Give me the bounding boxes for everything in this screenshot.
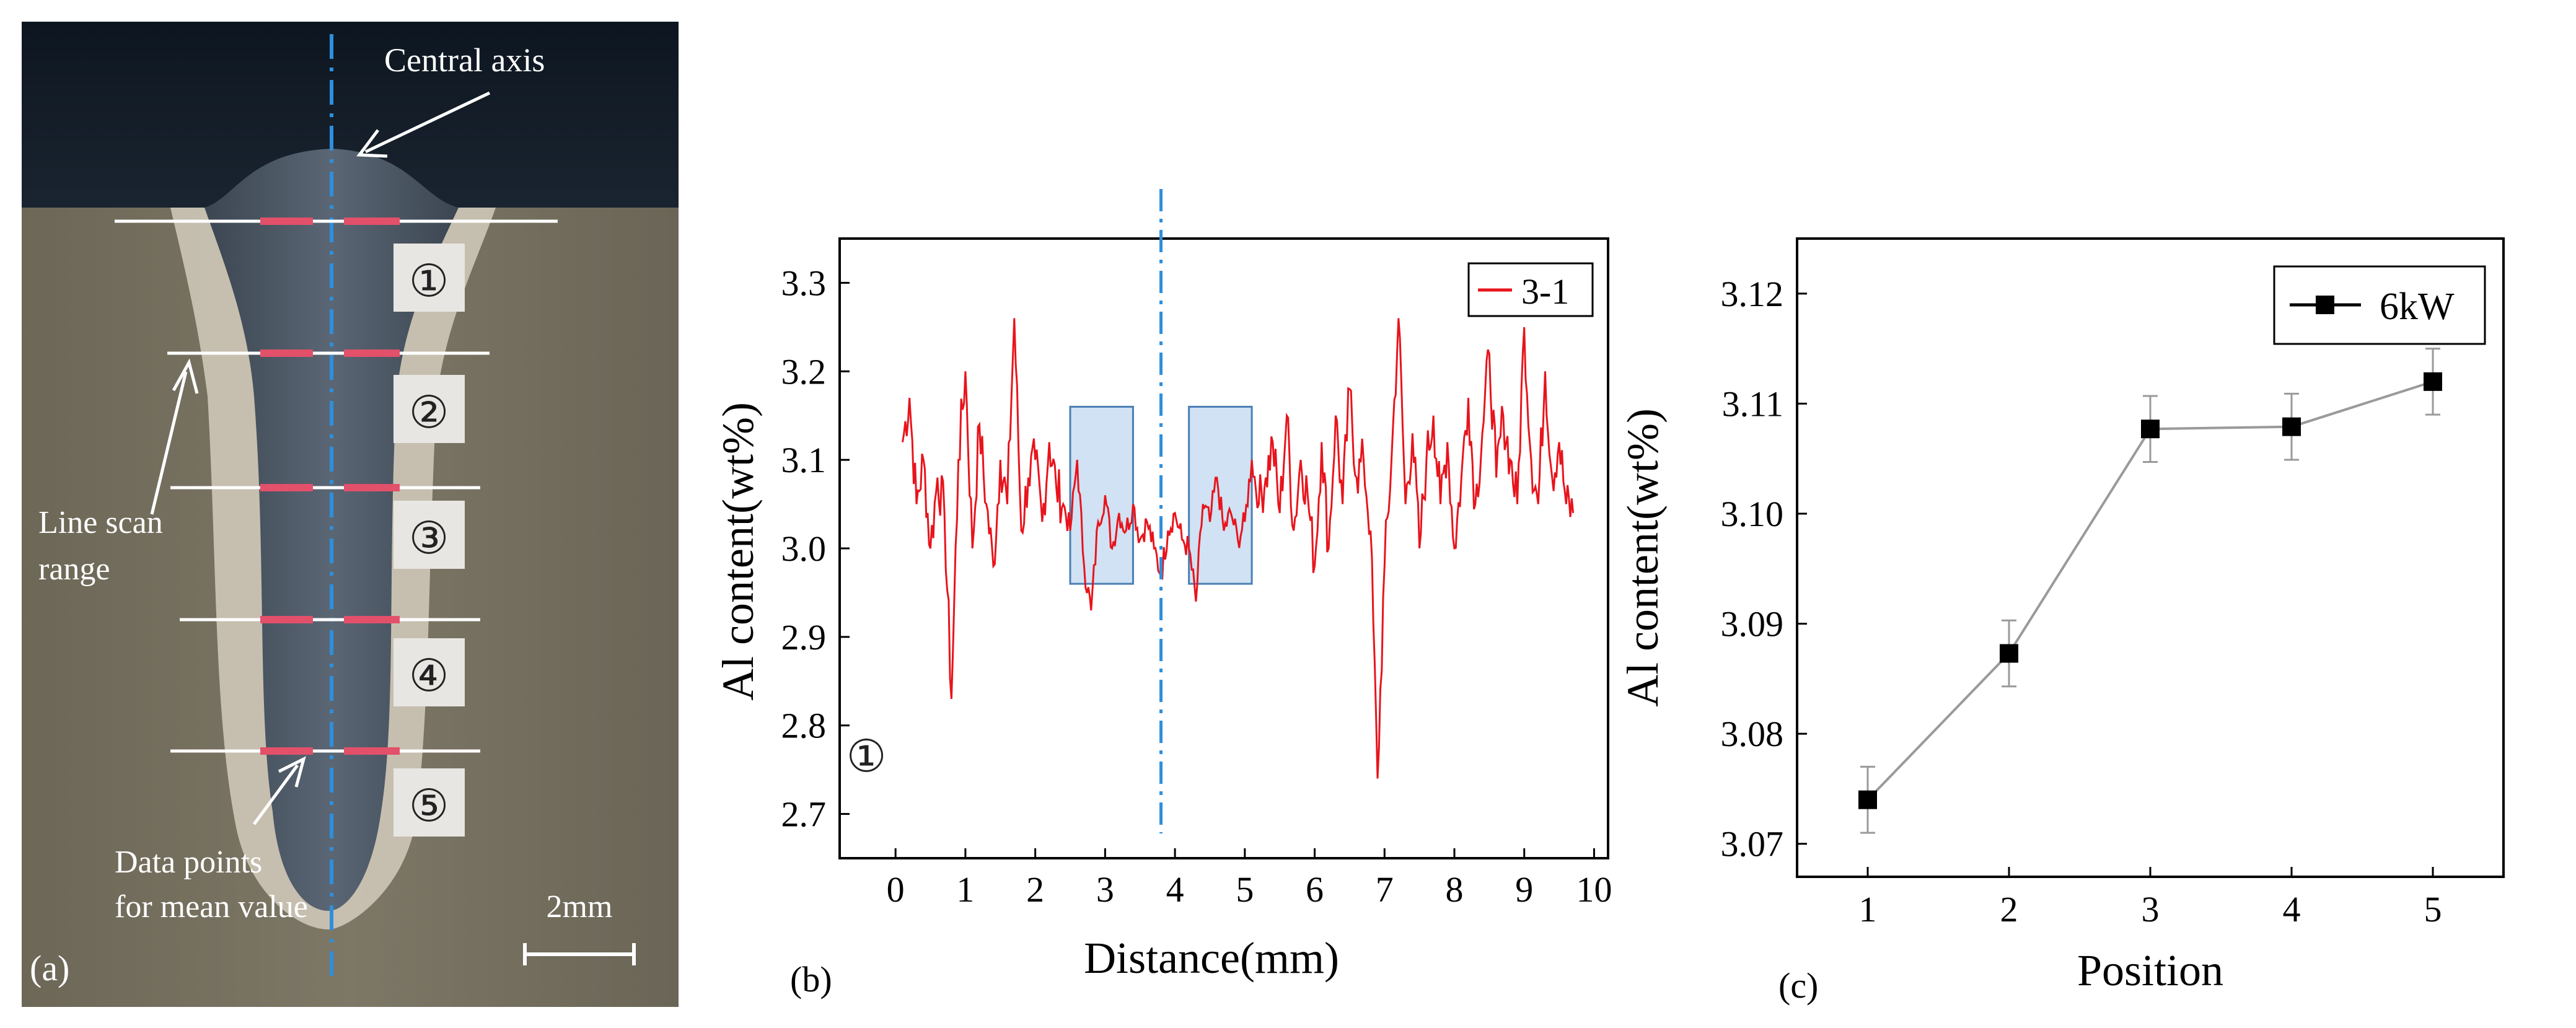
panel-b-xtick-label: 8 xyxy=(1446,869,1464,910)
data-points-label-1: Data points xyxy=(115,845,262,880)
line-scan-label-1: Line scan xyxy=(38,505,163,540)
position-boxes: ① ② ③ ④ ⑤ xyxy=(393,244,465,837)
panel-c-point xyxy=(2424,372,2442,391)
central-axis-label: Central axis xyxy=(384,42,545,79)
panel-c-xlabel: Position xyxy=(2077,946,2223,995)
panel-c-chart: 1 2 3 4 5 3.07 3.08 3.09 3.10 3.11 3.12 Position A… xyxy=(1618,237,2505,1006)
panel-c-legend-label: 6kW xyxy=(2380,286,2455,328)
panel-c-xtick-label: 1 xyxy=(1859,889,1877,929)
panel-c-point xyxy=(2141,420,2160,439)
panel-a: ① ② ③ ④ ⑤ Central axis Line scan range D… xyxy=(22,22,679,1007)
panel-c-ytick-label: 3.12 xyxy=(1721,274,1784,314)
arrows xyxy=(150,91,491,825)
line-scan-lines xyxy=(115,219,558,753)
panel-b-xtick-label: 2 xyxy=(1026,869,1044,910)
panel-b-xtick-label: 4 xyxy=(1166,869,1184,910)
scale-bar-label: 2mm xyxy=(547,889,613,925)
panel-b-xtick-label: 10 xyxy=(1576,869,1612,910)
panel-b-xtick-label: 6 xyxy=(1306,869,1324,910)
data-points-label-2: for mean value xyxy=(115,889,308,925)
panel-c-ytick-label: 3.10 xyxy=(1721,494,1784,534)
panel-b-xtick-label: 5 xyxy=(1236,869,1254,910)
panel-b-xtick-label: 3 xyxy=(1096,869,1114,910)
panel-c-axes: 1 2 3 4 5 3.07 3.08 3.09 3.10 3.11 3.12 xyxy=(1721,274,2442,929)
position-2-label: ② xyxy=(409,388,449,437)
panel-b-series-3-1 xyxy=(902,318,1575,779)
panel-c-xtick-label: 4 xyxy=(2283,889,2301,929)
position-3-label: ③ xyxy=(409,514,449,563)
panel-c-xtick-label: 3 xyxy=(2142,889,2160,929)
panel-b-ytick-label: 3.1 xyxy=(781,440,827,480)
panel-c-label: (c) xyxy=(1778,965,1818,1006)
panel-c-ylabel: Al content(wt%) xyxy=(1618,408,1668,707)
panel-b-ytick-label: 2.9 xyxy=(781,617,827,657)
panel-a-label: (a) xyxy=(30,948,69,988)
panel-b-xtick-label: 9 xyxy=(1515,869,1533,910)
panel-c-point xyxy=(2282,417,2301,436)
position-5-label: ⑤ xyxy=(409,781,449,831)
panel-c-ytick-label: 3.11 xyxy=(1722,384,1783,424)
panel-b-ytick-label: 3.2 xyxy=(781,351,827,392)
panel-b-marks xyxy=(902,189,1575,833)
line-scan-label-2: range xyxy=(38,551,110,587)
panel-c-point xyxy=(2000,644,2018,663)
panel-c-marks xyxy=(1858,348,2442,834)
panel-b-ytick-label: 2.8 xyxy=(781,706,827,746)
panel-c-legend-marker xyxy=(2316,296,2334,314)
position-4-label: ④ xyxy=(409,651,449,701)
panel-b-ytick-label: 3.0 xyxy=(781,529,827,569)
panel-b-axes: 0 1 2 3 4 5 6 7 8 9 10 2.7 2.8 2.9 3.0 3.1 3.2 3.3 xyxy=(781,263,1612,910)
panel-b-legend-label: 3-1 xyxy=(1521,271,1569,312)
panel-b-ylabel: Al content(wt%) xyxy=(713,402,763,701)
panel-c-ytick-label: 3.08 xyxy=(1721,714,1784,754)
panel-b-label: (b) xyxy=(790,959,832,999)
panel-b-ytick-label: 2.7 xyxy=(781,794,827,835)
panel-b-xtick-label: 1 xyxy=(956,869,974,910)
panel-b-marker-label: ① xyxy=(846,732,887,781)
panel-b-ytick-label: 3.3 xyxy=(781,263,827,303)
panel-c-ytick-label: 3.09 xyxy=(1721,604,1784,644)
panel-c-ytick-label: 3.07 xyxy=(1721,824,1784,864)
panel-b-xtick-label: 0 xyxy=(887,869,905,910)
panel-b-xlabel: Distance(mm) xyxy=(1084,933,1339,983)
position-1-label: ① xyxy=(409,257,449,306)
mean-value-markers xyxy=(260,217,400,755)
panel-c-xtick-label: 2 xyxy=(2000,889,2018,929)
panel-c-xtick-label: 5 xyxy=(2424,889,2442,929)
panel-c-point xyxy=(1858,790,1877,809)
panel-b-xtick-label: 7 xyxy=(1376,869,1394,910)
panel-b-chart: 0 1 2 3 4 5 6 7 8 9 10 2.7 2.8 2.9 3.0 3.1 3.2 3.3 Distan… xyxy=(713,189,1612,999)
